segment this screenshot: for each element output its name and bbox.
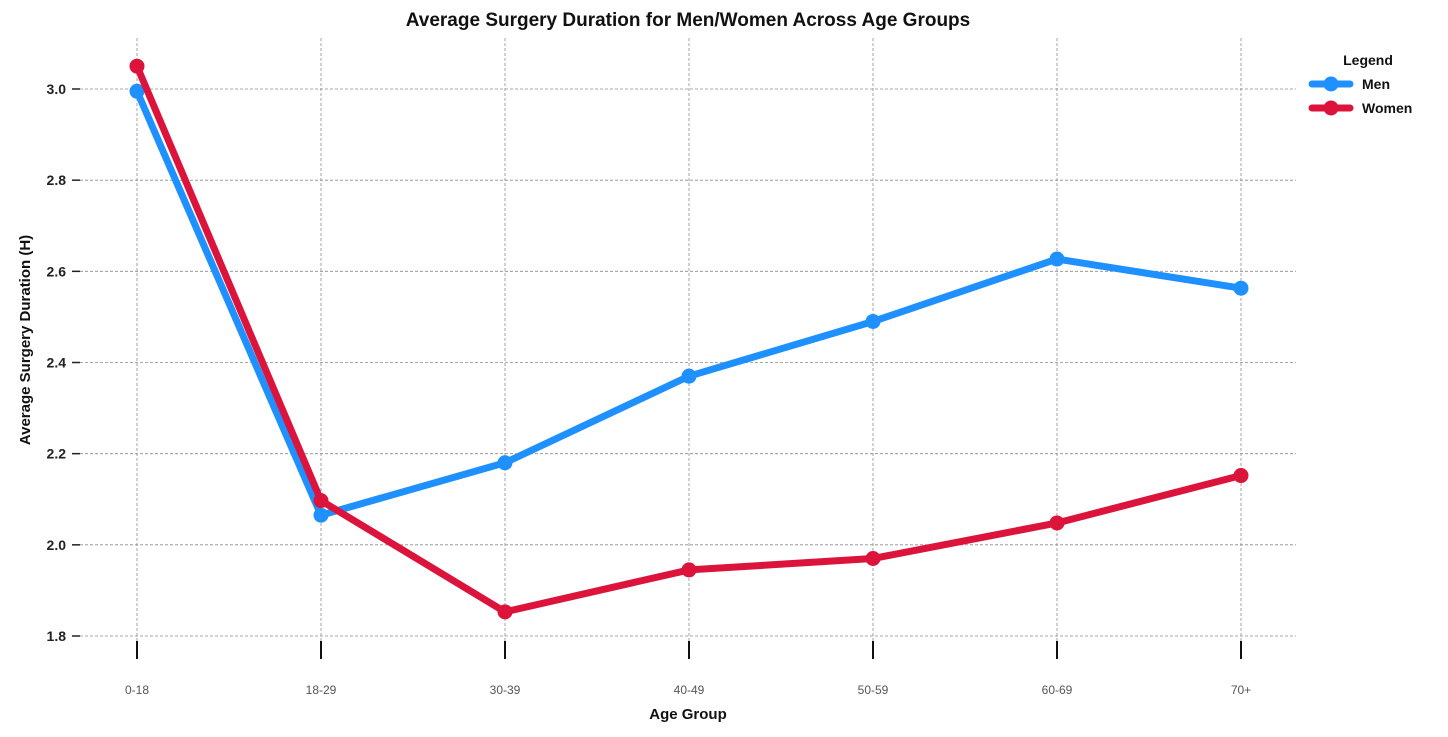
y-tick-label: 3.0 (47, 81, 67, 97)
data-point (865, 551, 881, 567)
legend-item-men: Men (1308, 76, 1390, 92)
x-axis-label: Age Group (649, 706, 727, 723)
data-point (497, 604, 513, 620)
series-men (129, 83, 1249, 523)
y-tick-label: 2.8 (47, 172, 67, 188)
series-women (129, 58, 1249, 620)
legend-swatch-marker (1323, 100, 1339, 116)
x-tick-label: 40-49 (674, 683, 705, 697)
y-tick-label: 2.4 (47, 355, 67, 371)
data-point (313, 507, 329, 523)
y-tick-label: 2.6 (47, 263, 67, 279)
x-tick-label: 60-69 (1042, 683, 1073, 697)
data-point (313, 493, 329, 509)
x-tick-label: 30-39 (490, 683, 521, 697)
data-point (865, 313, 881, 329)
data-point (1233, 468, 1249, 484)
series-lines (129, 58, 1249, 620)
data-point (1049, 515, 1065, 531)
data-point (129, 83, 145, 99)
data-point (129, 58, 145, 74)
data-point (681, 562, 697, 578)
chart-title: Average Surgery Duration for Men/Women A… (406, 10, 970, 31)
legend-item-women: Women (1308, 100, 1412, 116)
legend-swatch-marker (1323, 76, 1339, 92)
legend-label: Men (1362, 76, 1390, 92)
x-tick-label: 70+ (1231, 683, 1251, 697)
legend: Legend Men Women (1308, 52, 1412, 116)
legend-label: Women (1362, 100, 1412, 116)
data-point (1233, 280, 1249, 296)
ticks: 1.8 2.0 2.2 2.4 2.6 2.8 3.0 0-18 18-29 30-39 40-49… (47, 81, 1252, 697)
data-point (681, 368, 697, 384)
legend-title: Legend (1343, 52, 1393, 68)
y-tick-label: 1.8 (47, 628, 67, 644)
y-tick-label: 2.2 (47, 446, 67, 462)
y-axis-label: Average Surgery Duration (H) (17, 235, 34, 445)
data-point (497, 455, 513, 471)
x-tick-label: 50-59 (858, 683, 889, 697)
x-tick-label: 0-18 (125, 683, 149, 697)
x-tick-label: 18-29 (306, 683, 337, 697)
y-tick-label: 2.0 (47, 537, 67, 553)
data-point (1049, 251, 1065, 267)
